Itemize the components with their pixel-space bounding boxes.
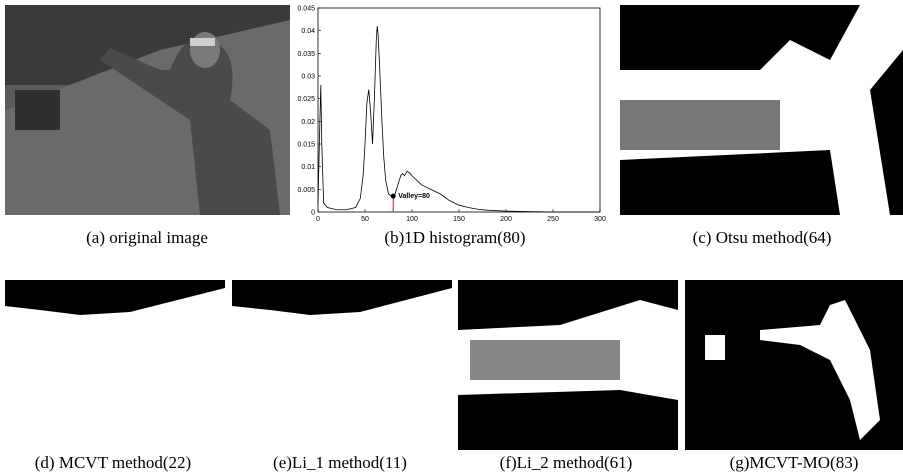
histogram-line xyxy=(317,26,600,213)
x-tick-label: 150 xyxy=(453,216,465,223)
x-tick-label: 100 xyxy=(406,216,418,223)
x-tick-label: 200 xyxy=(500,216,512,223)
li2-image xyxy=(458,280,678,450)
caption: (g)MCVT-MO(83) xyxy=(730,453,859,472)
y-tick-label: 0.025 xyxy=(297,96,315,103)
caption: (e)Li_1 method(11) xyxy=(273,453,407,472)
mcvt-image xyxy=(5,280,225,450)
valley-marker xyxy=(390,193,396,199)
x-tick-label: 250 xyxy=(547,216,559,223)
x-tick-label: 50 xyxy=(361,216,369,223)
plot-frame xyxy=(317,7,601,213)
otsu-image xyxy=(620,5,903,215)
caption: (f)Li_2 method(61) xyxy=(500,453,633,472)
y-tick-label: 0.03 xyxy=(301,74,315,81)
caption: (d) MCVT method(22) xyxy=(35,453,191,472)
y-tick-label: 0.01 xyxy=(301,164,315,171)
y-tick-label: 0.035 xyxy=(297,51,315,58)
caption: (a) original image xyxy=(86,228,208,247)
y-tick-label: 0 xyxy=(311,210,315,217)
li1-image xyxy=(232,280,452,450)
caption: (c) Otsu method(64) xyxy=(693,228,832,247)
y-tick-label: 0.04 xyxy=(301,28,315,35)
y-tick-label: 0.015 xyxy=(297,142,315,149)
x-tick-label: 0 xyxy=(316,216,320,223)
caption: (b)1D histogram(80) xyxy=(384,228,525,247)
annotation: Valley=80 xyxy=(398,193,430,200)
mcvt-mo-image xyxy=(685,280,903,450)
y-tick-label: 0.045 xyxy=(297,6,315,13)
y-tick-label: 0.02 xyxy=(301,119,315,126)
y-tick-label: 0.005 xyxy=(297,187,315,194)
original-image xyxy=(5,5,290,215)
x-tick-label: 300 xyxy=(594,216,606,223)
